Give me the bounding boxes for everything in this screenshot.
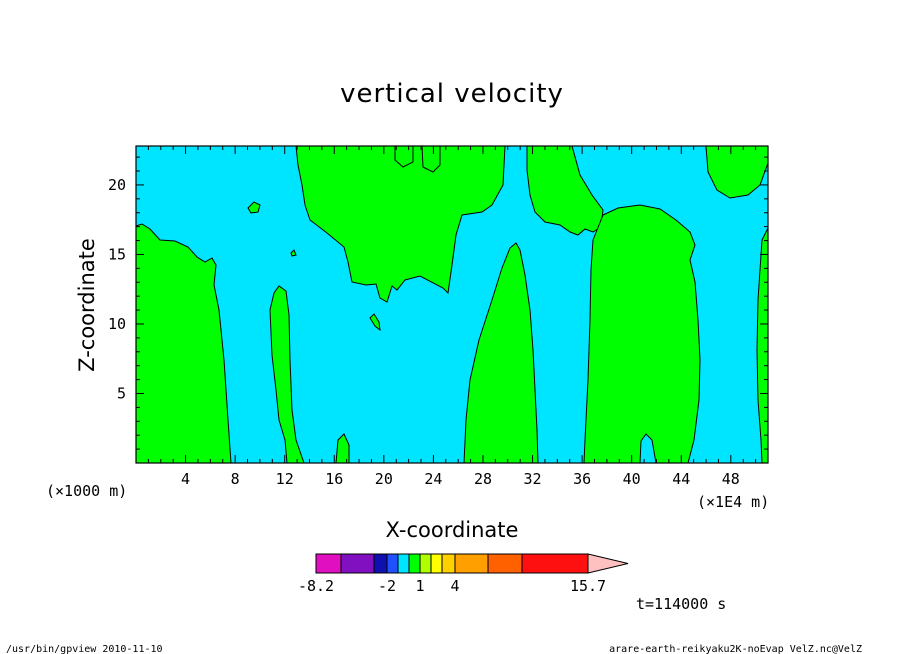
y-tick-label: 10 bbox=[108, 315, 126, 333]
positive-region-6 bbox=[583, 204, 701, 464]
x-tick-label: 32 bbox=[524, 470, 542, 488]
positive-region-5 bbox=[526, 145, 604, 236]
colorbar-segment bbox=[340, 553, 375, 574]
x-unit-label: (×1000 m) bbox=[46, 482, 127, 500]
colorbar-segment bbox=[386, 553, 399, 574]
x-tick-label: 40 bbox=[623, 470, 641, 488]
y-tick-label: 20 bbox=[108, 176, 126, 194]
x-tick-label: 20 bbox=[375, 470, 393, 488]
x-tick-label: 24 bbox=[424, 470, 442, 488]
x-axis: 4 8 12 16 20 24 28 32 36 40 44 48 bbox=[147, 146, 757, 488]
x-tick-label: 4 bbox=[181, 470, 190, 488]
plot-frame bbox=[135, 145, 769, 464]
positive-region-12 bbox=[247, 201, 261, 214]
colorbar-tick-label: -2 bbox=[378, 577, 396, 595]
x-axis-title: X-coordinate bbox=[386, 518, 519, 542]
y-tick-label: 5 bbox=[117, 384, 126, 402]
x-scale-note: (×1E4 m) bbox=[697, 493, 769, 511]
colorbar-segment bbox=[397, 553, 410, 574]
x-tick-label: 16 bbox=[325, 470, 343, 488]
x-tick-label: 12 bbox=[276, 470, 294, 488]
colorbar-segment bbox=[315, 553, 342, 574]
positive-region-14 bbox=[290, 249, 297, 257]
colorbar-segment bbox=[408, 553, 421, 574]
x-tick-label: 28 bbox=[474, 470, 492, 488]
colorbar-segment bbox=[419, 553, 432, 574]
colorbar-tick-label: 15.7 bbox=[570, 577, 606, 595]
colorbar-segment bbox=[454, 553, 489, 574]
time-label: t=114000 s bbox=[636, 595, 726, 613]
footer-right: arare-earth-reikyaku2K-noEvap_VelZ.nc@Ve… bbox=[609, 644, 862, 654]
chart-title: vertical velocity bbox=[340, 79, 564, 109]
colorbar-tick-label: -8.2 bbox=[298, 577, 334, 595]
colorbar-extend-arrow bbox=[587, 553, 629, 574]
colorbar-segment bbox=[521, 553, 589, 574]
colorbar-segment bbox=[487, 553, 523, 574]
positive-region-10 bbox=[269, 285, 305, 464]
positive-region-4 bbox=[421, 145, 441, 173]
positive-region-9 bbox=[463, 242, 539, 464]
y-axis: 5 10 15 20 bbox=[108, 156, 768, 450]
colorbar bbox=[315, 553, 629, 574]
colorbar-segment bbox=[430, 553, 443, 574]
positive-region-13 bbox=[369, 313, 381, 332]
x-tick-label: 8 bbox=[231, 470, 240, 488]
colorbar-tick-label: 1 bbox=[415, 577, 424, 595]
colorbar-segment bbox=[373, 553, 388, 574]
y-axis-title: Z-coordinate bbox=[75, 238, 99, 372]
positive-region-1 bbox=[135, 223, 232, 464]
colorbar-tick-label: 4 bbox=[450, 577, 459, 595]
x-tick-label: 44 bbox=[672, 470, 690, 488]
x-tick-label: 36 bbox=[573, 470, 591, 488]
positive-region-2 bbox=[295, 145, 506, 303]
colorbar-segment bbox=[441, 553, 456, 574]
x-tick-label: 48 bbox=[722, 470, 740, 488]
footer-left: /usr/bin/gpview 2010-11-10 bbox=[6, 644, 163, 654]
y-tick-label: 15 bbox=[108, 245, 126, 263]
colorbar-labels: -8.2 -2 1 4 15.7 bbox=[298, 577, 606, 595]
